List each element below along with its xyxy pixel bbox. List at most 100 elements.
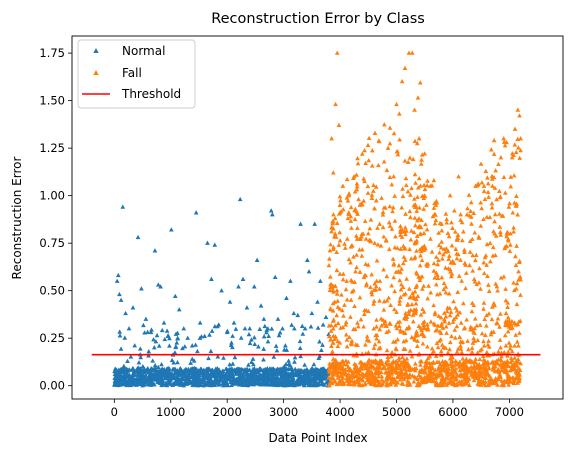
data-point: [502, 333, 508, 338]
data-point: [397, 298, 403, 303]
y-ticks: 0.00 0.25 0.50 0.75 1.00 1.25 1.50 1.75: [39, 46, 72, 393]
data-point: [453, 314, 459, 320]
data-point: [456, 364, 462, 369]
data-point: [389, 283, 394, 288]
data-point: [454, 324, 460, 329]
data-point: [433, 217, 439, 223]
data-point: [376, 360, 382, 366]
data-point: [485, 189, 491, 195]
data-point: [372, 341, 378, 347]
data-point: [355, 211, 360, 216]
data-point: [261, 357, 266, 362]
data-point: [495, 382, 500, 387]
data-point: [468, 364, 474, 369]
data-point: [212, 380, 218, 385]
data-point: [515, 358, 521, 364]
data-point: [384, 380, 390, 385]
data-point: [410, 290, 415, 296]
data-point: [145, 329, 151, 334]
data-point: [441, 252, 446, 257]
data-point: [294, 371, 300, 376]
data-point: [169, 357, 175, 363]
data-point: [283, 343, 288, 348]
data-point: [364, 281, 369, 286]
data-point: [245, 378, 251, 383]
y-tick-label: 0.00: [39, 379, 65, 393]
data-point: [117, 333, 123, 338]
data-point: [397, 371, 402, 377]
data-point: [350, 378, 355, 384]
data-point: [516, 145, 521, 150]
data-point: [246, 362, 251, 367]
data-point: [175, 330, 180, 335]
data-point: [372, 374, 378, 379]
data-point: [416, 323, 422, 328]
data-point: [429, 346, 435, 351]
data-point: [283, 368, 288, 374]
data-point: [145, 382, 151, 387]
data-point: [229, 340, 234, 345]
data-point: [151, 337, 156, 342]
data-point: [474, 183, 480, 188]
data-point: [436, 230, 441, 235]
data-point: [447, 266, 453, 272]
data-point: [498, 275, 504, 280]
data-point: [489, 201, 495, 206]
data-point: [441, 366, 446, 371]
data-point: [306, 371, 312, 376]
data-point: [394, 101, 399, 107]
data-point: [270, 379, 276, 384]
data-point: [135, 365, 141, 370]
data-point: [469, 359, 475, 364]
data-point: [444, 330, 449, 335]
data-point: [515, 212, 520, 217]
data-point: [371, 326, 377, 331]
data-point: [431, 268, 437, 273]
data-point: [188, 360, 193, 365]
data-point: [433, 254, 439, 259]
data-point: [354, 209, 360, 214]
data-point: [384, 329, 390, 335]
data-point: [368, 375, 374, 380]
data-point: [221, 355, 226, 360]
data-point: [334, 287, 340, 293]
data-point: [349, 243, 355, 248]
data-point: [156, 282, 161, 287]
data-point: [231, 320, 237, 325]
data-point: [366, 349, 371, 355]
data-point: [167, 380, 173, 386]
data-point: [235, 366, 241, 371]
data-point: [417, 231, 423, 237]
data-point: [387, 174, 393, 180]
data-point: [421, 377, 426, 383]
data-point: [516, 370, 522, 375]
data-point: [281, 364, 287, 369]
data-point: [471, 377, 477, 383]
data-point: [397, 301, 402, 306]
data-point: [508, 242, 513, 247]
data-point: [137, 379, 143, 384]
data-point: [505, 358, 510, 363]
data-point: [471, 276, 477, 281]
data-point: [415, 95, 421, 100]
data-point: [371, 377, 377, 383]
data-point: [119, 375, 124, 380]
data-point: [490, 365, 496, 370]
data-point: [344, 371, 349, 377]
data-point: [342, 241, 347, 246]
data-point: [341, 361, 347, 367]
data-point: [252, 335, 257, 340]
data-point: [479, 374, 485, 379]
data-point: [501, 139, 507, 144]
data-point: [334, 50, 340, 55]
data-point: [251, 284, 257, 289]
data-point: [443, 324, 449, 329]
data-point: [359, 151, 365, 156]
data-point: [277, 382, 282, 387]
data-point: [448, 260, 454, 265]
data-point: [432, 211, 437, 217]
data-point: [421, 182, 427, 188]
data-point: [136, 360, 142, 365]
data-point: [377, 327, 383, 332]
data-point: [356, 196, 361, 202]
